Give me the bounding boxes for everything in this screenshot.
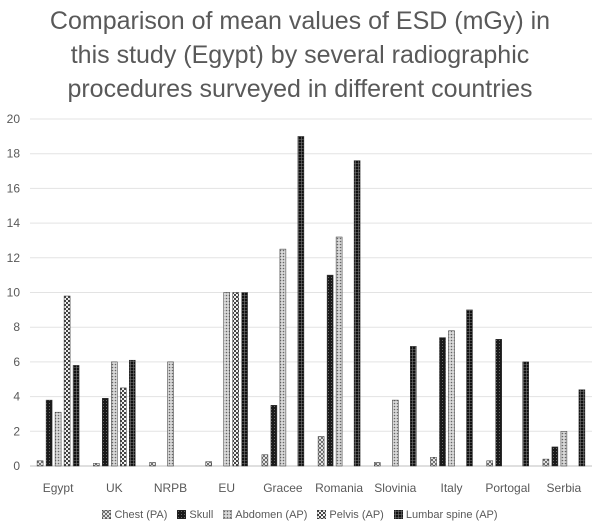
bar-italy-chest-pa	[430, 457, 437, 467]
legend: Chest (PA) Skull Abdomen (AP) Pelvis (AP) Lu…	[0, 509, 600, 521]
bar-romania-chest-pa	[317, 436, 325, 467]
y-tick-label: 10	[7, 286, 21, 300]
legend-item: Pelvis (AP)	[317, 509, 384, 521]
bar-gracee-abdomen-ap	[279, 248, 287, 467]
bar-romania-skull	[326, 274, 334, 467]
y-tick-label: 18	[7, 147, 21, 161]
bar-serbia-skull	[551, 446, 559, 467]
y-tick-label: 0	[13, 459, 20, 473]
y-tick-label: 2	[13, 424, 20, 438]
chart-title-line-3: procedures surveyed in different countri…	[67, 75, 533, 103]
bar-portogal-skull	[495, 339, 502, 467]
chart-title: Comparison of mean values of ESD (mGy) i…	[0, 4, 600, 106]
legend-label: Skull	[189, 509, 214, 521]
x-category-label: Italy	[440, 481, 462, 495]
bar-egypt-lumbar-spine-ap	[72, 365, 80, 467]
x-category-label: NRPB	[154, 481, 187, 495]
x-category-label: Slovinia	[374, 481, 416, 495]
legend-item: Skull	[177, 509, 213, 521]
y-tick-label: 12	[7, 251, 21, 265]
bar-slovinia-abdomen-ap	[392, 399, 399, 467]
bar-chart-plot: 0 2 4 6 8 10 12 14 16 18 20 Egypt UK NRPB EU Gracee Rom…	[7, 112, 592, 495]
legend-swatch	[317, 509, 327, 520]
bar-italy-lumbar-spine-ap	[466, 309, 473, 467]
bar-serbia-abdomen-ap	[560, 431, 568, 467]
bar-nrpb-chest-pa	[149, 462, 156, 467]
bar-romania-abdomen-ap	[335, 236, 343, 467]
bar-gracee-skull	[270, 405, 278, 467]
x-category-label: UK	[106, 481, 123, 495]
legend-item: Lumbar spine (AP)	[393, 509, 498, 521]
bar-serbia-chest-pa	[542, 458, 550, 467]
x-axis-categories: Egypt UK NRPB EU Gracee Romania Slovinia Italy P…	[43, 481, 582, 495]
x-category-label: Romania	[315, 481, 363, 495]
legend-label: Abdomen (AP)	[235, 509, 308, 521]
x-category-label: Gracee	[263, 481, 303, 495]
legend-swatch-fill	[317, 509, 327, 520]
chart-title-line-2: this study (Egypt) by several radiograph…	[70, 41, 530, 69]
bar-uk-chest-pa	[93, 463, 100, 467]
bar-egypt-chest-pa	[36, 460, 44, 467]
bar-gracee-lumbar-spine-ap	[297, 136, 305, 467]
bar-egypt-skull	[45, 399, 53, 467]
x-category-label: Egypt	[43, 481, 74, 495]
bar-italy-abdomen-ap	[448, 330, 455, 467]
bar-eu-abdomen-ap	[223, 292, 230, 467]
legend-swatch-fill	[393, 509, 404, 520]
legend-swatch	[177, 509, 187, 520]
bar-uk-lumbar-spine-ap	[129, 359, 136, 467]
y-tick-label: 16	[7, 181, 21, 195]
y-tick-label: 14	[7, 216, 21, 230]
bar-eu-lumbar-spine-ap	[241, 292, 248, 467]
bar-romania-lumbar-spine-ap	[353, 160, 361, 467]
bar-egypt-pelvis-ap	[63, 295, 71, 467]
bar-eu-pelvis-ap	[232, 292, 239, 467]
legend-item: Abdomen (AP)	[222, 509, 308, 521]
bar-eu-chest-pa	[205, 461, 212, 467]
y-axis-ticks: 0 2 4 6 8 10 12 14 16 18 20	[7, 112, 21, 473]
bar-uk-skull	[102, 398, 109, 467]
legend-label: Chest (PA)	[114, 509, 168, 521]
bar-portogal-chest-pa	[486, 460, 493, 467]
legend-swatch	[102, 509, 112, 520]
chart-title-line-1: Comparison of mean values of ESD (mGy) i…	[49, 7, 551, 35]
x-category-label: Serbia	[547, 481, 582, 495]
legend-swatch-fill	[177, 509, 187, 520]
bar-serbia-lumbar-spine-ap	[578, 389, 586, 467]
legend-swatch-fill	[102, 509, 112, 520]
bar-italy-skull	[439, 337, 446, 467]
legend-swatch-fill	[222, 509, 233, 520]
legend-item: Chest (PA)	[102, 509, 167, 521]
bar-egypt-abdomen-ap	[54, 411, 62, 467]
y-tick-label: 8	[13, 320, 20, 334]
bar-slovinia-chest-pa	[374, 462, 381, 467]
legend-label: Lumbar spine (AP)	[405, 509, 498, 521]
bar-slovinia-lumbar-spine-ap	[410, 346, 417, 467]
y-tick-label: 20	[7, 112, 21, 126]
y-tick-label: 4	[13, 390, 20, 404]
bar-uk-abdomen-ap	[111, 361, 118, 467]
bars	[36, 136, 586, 467]
x-category-label: EU	[218, 481, 235, 495]
legend-swatch	[222, 509, 233, 520]
bar-uk-pelvis-ap	[120, 387, 127, 467]
y-tick-label: 6	[13, 355, 20, 369]
x-category-label: Portogal	[485, 481, 530, 495]
bar-portogal-lumbar-spine-ap	[522, 361, 529, 467]
legend-swatch	[393, 509, 404, 520]
bar-gracee-chest-pa	[261, 454, 269, 467]
bar-nrpb-abdomen-ap	[167, 361, 174, 467]
legend-label: Pelvis (AP)	[329, 509, 384, 521]
